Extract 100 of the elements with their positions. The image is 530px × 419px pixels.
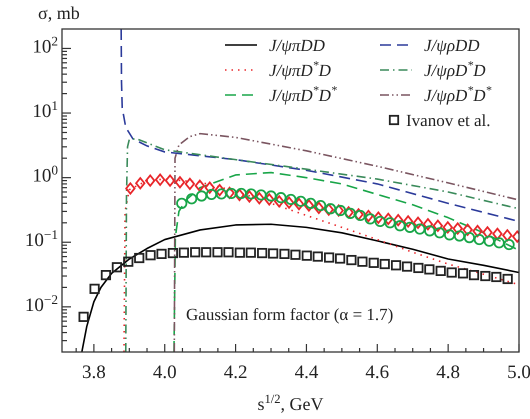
point	[285, 194, 296, 206]
point	[324, 204, 334, 216]
point	[424, 225, 436, 236]
point	[494, 237, 505, 248]
point	[155, 174, 166, 186]
point	[186, 193, 198, 204]
point	[201, 247, 212, 258]
point	[206, 188, 218, 200]
point	[444, 229, 456, 240]
point	[374, 216, 386, 228]
point	[502, 229, 512, 242]
point	[112, 262, 122, 272]
line-series	[173, 172, 519, 352]
point	[145, 250, 156, 260]
point	[383, 212, 394, 225]
point	[178, 248, 189, 258]
point	[446, 267, 457, 278]
point	[403, 215, 414, 228]
point	[223, 247, 234, 258]
x-tick-label: 4.4	[294, 362, 319, 383]
point	[214, 184, 225, 196]
point	[434, 227, 446, 238]
point	[244, 190, 255, 203]
point	[257, 248, 268, 258]
point	[275, 192, 287, 204]
point	[268, 248, 278, 259]
point	[394, 220, 406, 232]
point	[174, 176, 186, 188]
point	[290, 250, 301, 260]
point	[404, 222, 416, 233]
point	[89, 284, 100, 294]
point	[134, 252, 144, 264]
point	[462, 224, 473, 236]
point	[194, 180, 205, 192]
legend-label: J/ψρD$^{*}$D	[424, 58, 486, 80]
y-tick-label: 10$^{−1}$	[24, 226, 58, 252]
x-axis-title: s$^{1/2}$, GeV	[257, 392, 324, 414]
point	[424, 264, 434, 274]
point	[368, 258, 379, 268]
point	[364, 213, 376, 224]
annotation: Gaussian form factor (α = 1.7)	[186, 305, 394, 324]
legend-label: J/ψρDD	[424, 36, 480, 55]
point	[502, 274, 513, 284]
point	[246, 188, 257, 200]
y-tick-label: 10$^{0}$	[32, 162, 58, 187]
point	[464, 232, 476, 244]
point	[390, 260, 402, 270]
point	[402, 261, 412, 272]
point	[393, 214, 404, 226]
x-tick-label: 5.0	[507, 362, 530, 383]
legend-label: J/ψπDD	[269, 36, 326, 55]
point	[302, 250, 312, 261]
point	[491, 272, 502, 282]
point	[216, 188, 228, 200]
point	[294, 198, 304, 210]
point	[334, 253, 346, 264]
y-tick-label: 10$^{1}$	[32, 98, 58, 122]
point	[145, 174, 156, 187]
point	[254, 192, 264, 204]
point	[246, 248, 256, 258]
point	[357, 256, 368, 267]
x-tick-label: 4.2	[224, 362, 248, 383]
point	[413, 262, 424, 274]
x-tick-label: 4.6	[365, 362, 390, 383]
point	[312, 251, 323, 262]
point	[265, 190, 277, 202]
point	[492, 228, 502, 240]
point	[458, 268, 468, 278]
x-tick-label: 3.8	[82, 362, 106, 383]
point	[284, 196, 294, 209]
point	[123, 256, 134, 267]
legend-label: J/ψπD$^{*}$D$^{*}$	[269, 83, 337, 105]
point	[482, 226, 493, 239]
point	[164, 174, 176, 187]
point	[279, 248, 290, 260]
point	[176, 198, 188, 209]
legend-label: J/ψπD$^{*}$D	[269, 58, 332, 80]
point	[452, 222, 463, 235]
point	[503, 238, 515, 250]
point	[264, 193, 274, 206]
line-series	[81, 223, 519, 352]
point	[304, 199, 314, 212]
y-tick-label: 10$^{2}$	[32, 32, 58, 58]
point	[454, 230, 466, 242]
point	[436, 266, 446, 276]
y-axis-title: σ, mb	[38, 3, 80, 23]
point	[422, 218, 434, 230]
point	[315, 200, 326, 212]
point	[484, 236, 495, 247]
point	[295, 196, 306, 207]
point	[78, 312, 89, 322]
point	[472, 224, 483, 238]
point	[432, 220, 443, 232]
legend-label: J/ψρD$^{*}$D$^{*}$	[424, 83, 492, 105]
point	[204, 182, 215, 194]
x-tick-label: 4.0	[152, 362, 177, 383]
point	[414, 223, 426, 235]
point	[314, 202, 324, 214]
x-tick-label: 4.8	[436, 362, 460, 383]
legend-label: Ivanov et al.	[406, 111, 490, 130]
